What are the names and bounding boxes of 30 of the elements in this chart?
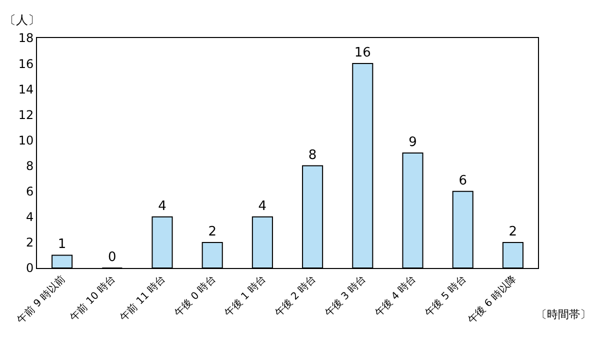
y-tick-label: 12 xyxy=(18,108,34,122)
data-label: 8 xyxy=(308,148,317,163)
y-tick-label: 4 xyxy=(26,210,34,224)
y-axis-title: 〔人〕 xyxy=(4,13,40,27)
y-tick-label: 6 xyxy=(26,184,34,199)
y-tick-label: 0 xyxy=(26,261,34,276)
data-label: 2 xyxy=(208,224,216,240)
x-tick-label: 午後 1 時台 xyxy=(222,273,268,319)
y-tick-label: 10 xyxy=(18,133,34,148)
x-tick-label: 午前 9 時以前 xyxy=(14,273,68,326)
y-tick-label: 8 xyxy=(26,158,34,173)
data-label: 1 xyxy=(58,237,66,252)
x-tick-label: 午後 4 時台 xyxy=(372,273,418,319)
data-label: 6 xyxy=(458,173,467,188)
x-tick-label: 午前 10 時台 xyxy=(68,273,118,324)
data-label: 4 xyxy=(158,198,166,214)
data-label: 2 xyxy=(508,224,518,240)
x-tick-label: 午後 0 時台 xyxy=(172,273,218,319)
x-axis-title: 〔時間帯〕 xyxy=(536,308,591,321)
data-label: 4 xyxy=(258,198,267,214)
y-tick-label: 16 xyxy=(18,56,34,71)
x-tick-label: 午後 2 時台 xyxy=(272,273,318,319)
x-tick-label: 午前 11 時台 xyxy=(118,273,168,324)
data-label: 16 xyxy=(354,46,371,61)
y-tick-label: 2 xyxy=(26,236,34,250)
y-tick-label: 18 xyxy=(18,31,34,46)
x-tick-label: 午後 3 時台 xyxy=(322,273,368,319)
data-label: 9 xyxy=(408,135,417,150)
data-label: 0 xyxy=(108,250,116,265)
y-tick-label: 14 xyxy=(18,82,34,96)
